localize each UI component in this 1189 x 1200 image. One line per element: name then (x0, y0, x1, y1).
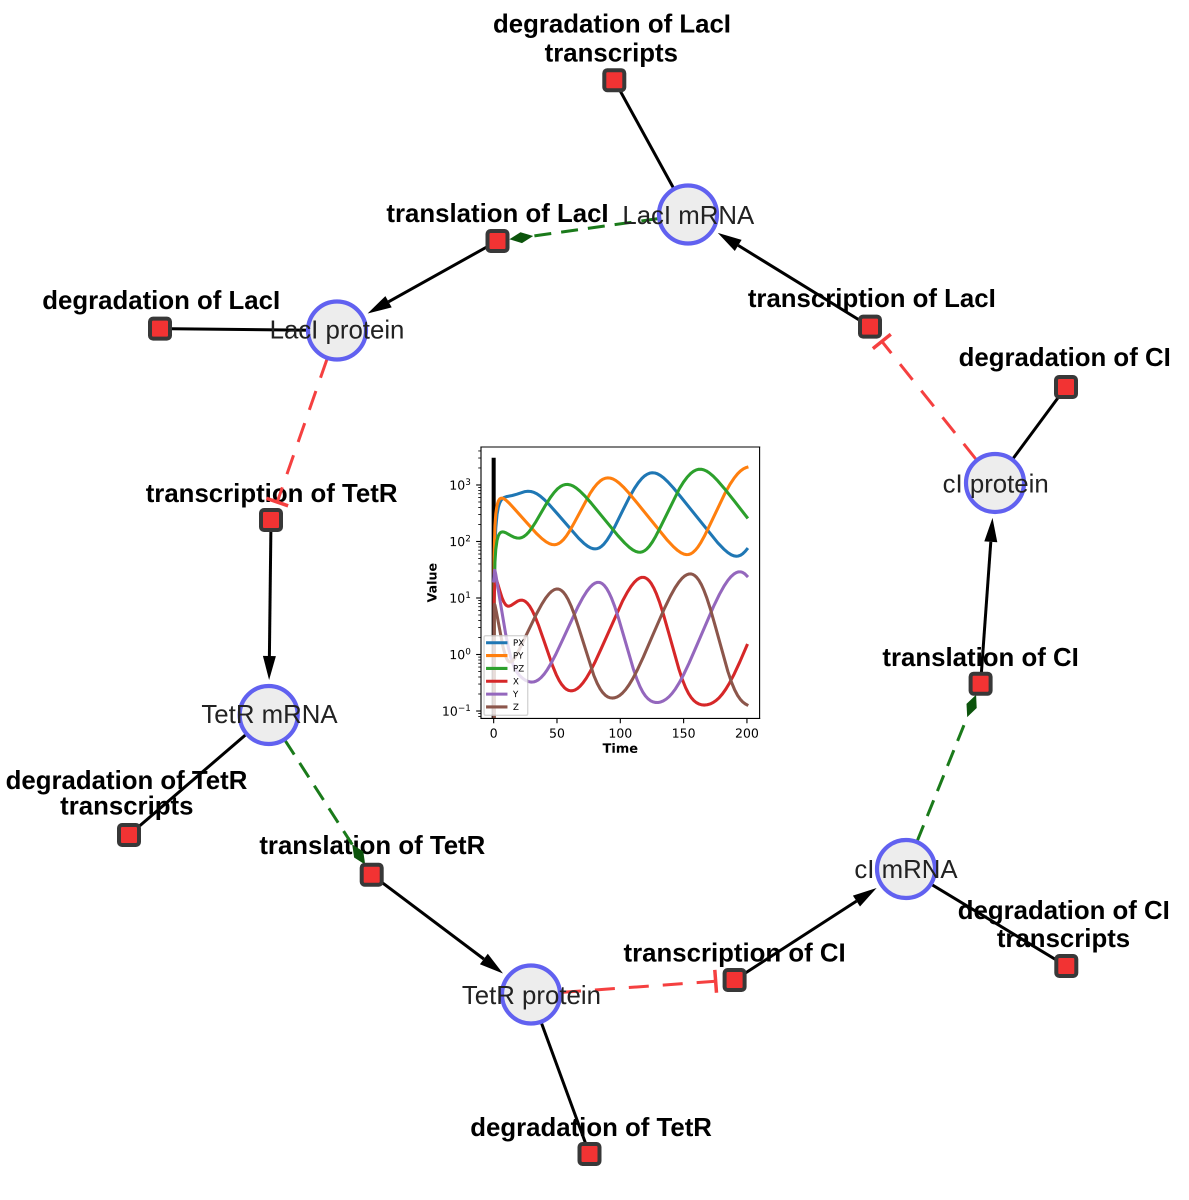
svg-text:translation of LacI: translation of LacI (386, 200, 608, 228)
svg-text:degradation of CI: degradation of CI (959, 344, 1171, 372)
svg-text:transcription of TetR: transcription of TetR (146, 480, 398, 508)
svg-text:translation of TetR: translation of TetR (259, 832, 485, 860)
svg-text:degradation of TetR: degradation of TetR (6, 767, 248, 795)
svg-text:degradation of LacI: degradation of LacI (493, 11, 731, 39)
svg-text:LacI protein: LacI protein (270, 317, 405, 345)
svg-text:degradation of LacI: degradation of LacI (42, 287, 280, 315)
svg-text:transcription of CI: transcription of CI (624, 940, 846, 968)
svg-text:transcripts: transcripts (997, 925, 1130, 953)
svg-text:transcripts: transcripts (545, 40, 678, 68)
svg-text:TetR mRNA: TetR mRNA (201, 701, 338, 729)
svg-text:LacI mRNA: LacI mRNA (622, 202, 755, 230)
svg-text:transcription of LacI: transcription of LacI (748, 285, 996, 313)
svg-text:cI mRNA: cI mRNA (854, 856, 958, 884)
svg-text:cI protein: cI protein (943, 471, 1049, 499)
svg-text:TetR protein: TetR protein (462, 982, 601, 1010)
svg-text:degradation of TetR: degradation of TetR (470, 1114, 712, 1142)
